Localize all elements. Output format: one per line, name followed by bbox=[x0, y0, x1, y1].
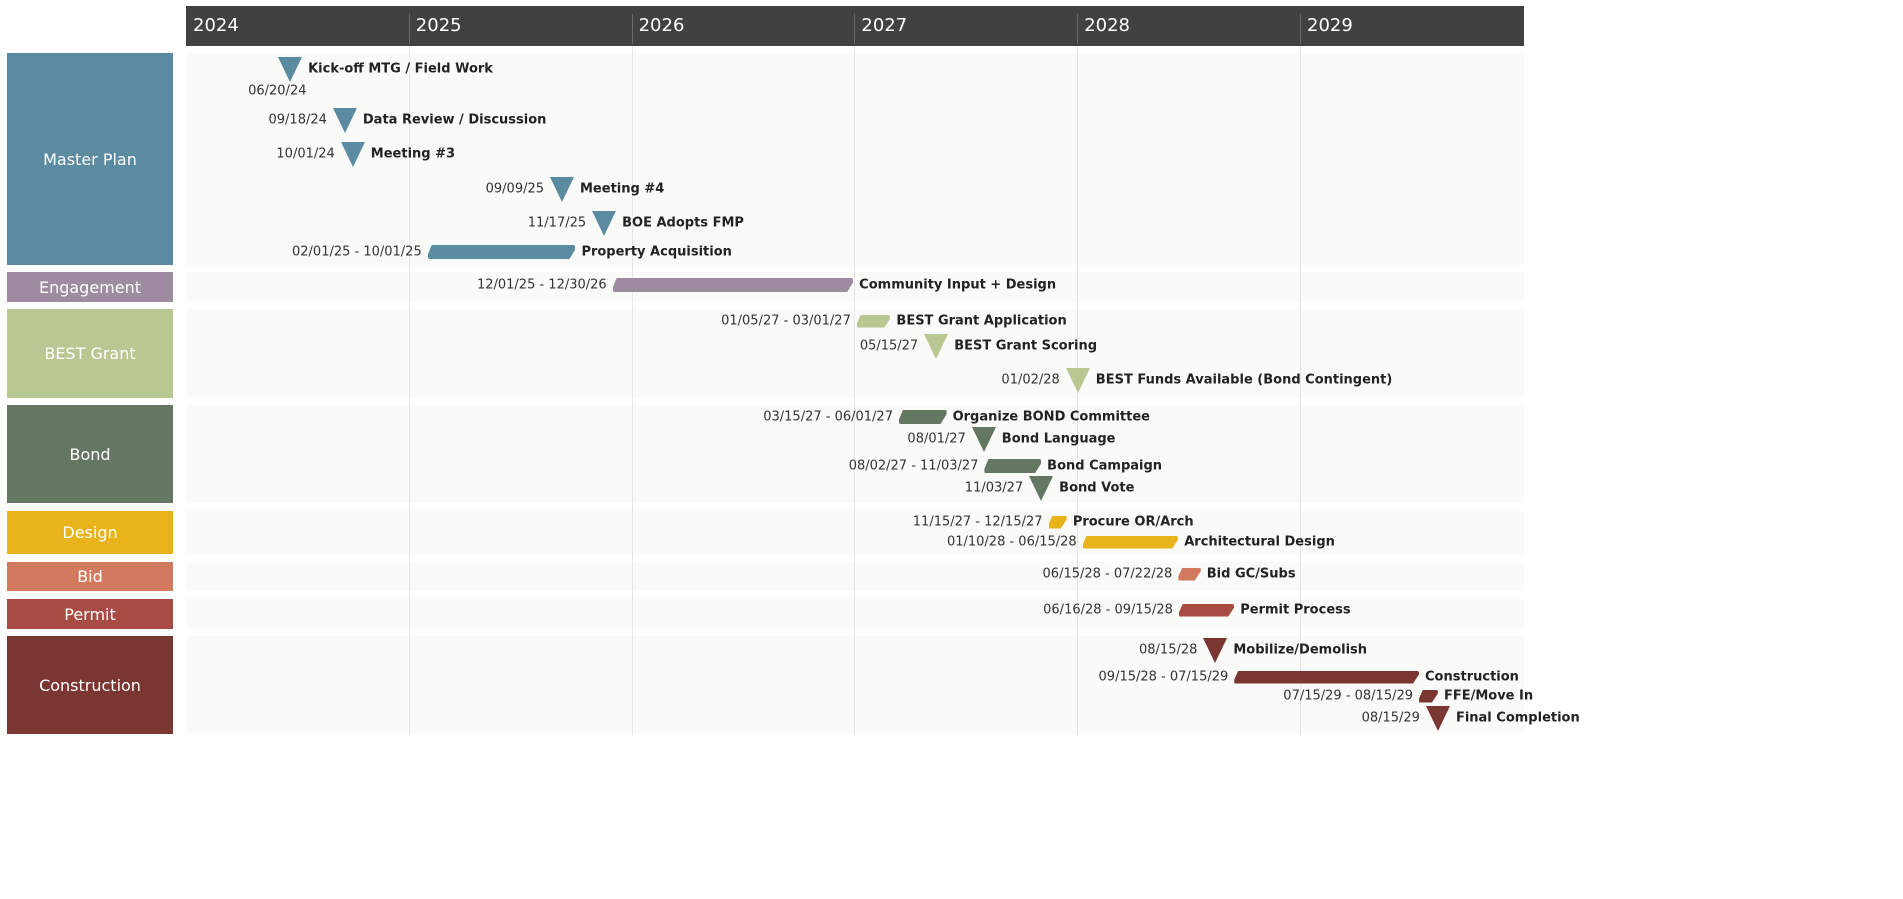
task-name: FFE/Move In bbox=[1443, 688, 1534, 704]
task-date: 11/03/27 bbox=[964, 480, 1024, 496]
task-bar bbox=[428, 245, 576, 259]
milestone-marker bbox=[1029, 476, 1054, 501]
task-date: 07/15/29 - 08/15/29 bbox=[1283, 688, 1414, 704]
task-name: Bond Campaign bbox=[1047, 458, 1163, 474]
task-bar bbox=[1179, 604, 1234, 617]
task-date: 08/01/27 bbox=[907, 431, 966, 447]
task-name: Mobilize/Demolish bbox=[1233, 642, 1368, 658]
year-label: 2024 bbox=[193, 15, 239, 36]
year-label: 2025 bbox=[415, 15, 462, 36]
task-name: Community Input + Design bbox=[859, 277, 1057, 293]
task-name: Kick-off MTG / Field Work bbox=[308, 61, 493, 77]
task-date: 10/01/24 bbox=[276, 146, 335, 162]
task-name: Organize BOND Committee bbox=[952, 409, 1150, 425]
year-separator bbox=[854, 14, 856, 44]
year-separator bbox=[631, 14, 633, 44]
gridline bbox=[408, 46, 410, 736]
task-date: 08/15/29 bbox=[1361, 710, 1420, 726]
year-separator bbox=[1077, 14, 1079, 44]
task-name: Final Completion bbox=[1455, 710, 1580, 726]
year-label: 2028 bbox=[1084, 15, 1130, 36]
task-date: 06/20/24 bbox=[248, 83, 307, 99]
milestone-marker bbox=[1065, 368, 1090, 393]
task-date: 01/10/28 - 06/15/28 bbox=[946, 534, 1077, 550]
task-name: Permit Process bbox=[1240, 602, 1351, 618]
task-date: 11/17/25 bbox=[527, 215, 587, 231]
task-date: 01/02/28 bbox=[1001, 372, 1060, 388]
year-header: 2024 2025 2026 2027 2028 2029 bbox=[186, 6, 1524, 46]
task-name: Data Review / Discussion bbox=[362, 112, 547, 128]
task-bar bbox=[613, 278, 854, 292]
milestone-marker bbox=[332, 108, 357, 133]
task-name: Meeting #4 bbox=[580, 181, 665, 197]
task-bar bbox=[1083, 536, 1179, 549]
milestone-marker bbox=[592, 211, 617, 236]
task-name: Meeting #3 bbox=[370, 146, 456, 162]
category-label: Design bbox=[7, 511, 173, 554]
task-bar bbox=[1234, 671, 1419, 684]
task-name: Construction bbox=[1425, 669, 1519, 685]
category-label: Permit bbox=[7, 599, 173, 629]
task-bar bbox=[1178, 568, 1201, 581]
task-name: Procure OR/Arch bbox=[1072, 514, 1194, 530]
category-label: BEST Grant bbox=[7, 309, 173, 398]
task-date: 06/16/28 - 09/15/28 bbox=[1043, 602, 1173, 618]
milestone-marker bbox=[278, 57, 303, 82]
gridline bbox=[1300, 46, 1301, 736]
task-bar bbox=[1049, 516, 1067, 529]
milestone-marker bbox=[340, 142, 365, 167]
year-separator bbox=[408, 14, 410, 44]
category-label: Engagement bbox=[7, 272, 173, 302]
task-bar bbox=[857, 315, 891, 328]
task-bar bbox=[984, 459, 1041, 473]
task-date: 09/18/24 bbox=[268, 112, 327, 128]
milestone-marker bbox=[1203, 638, 1228, 663]
year-label: 2027 bbox=[861, 15, 908, 36]
task-date: 11/15/27 - 12/15/27 bbox=[912, 514, 1043, 530]
milestone-marker bbox=[550, 177, 574, 202]
task-name: BOE Adopts FMP bbox=[622, 215, 744, 231]
task-bar bbox=[1419, 690, 1438, 703]
task-name: BEST Funds Available (Bond Contingent) bbox=[1095, 372, 1393, 388]
year-separator bbox=[1300, 14, 1301, 44]
task-date: 05/15/27 bbox=[859, 338, 919, 354]
task-name: BEST Grant Scoring bbox=[954, 338, 1098, 354]
category-label: Bid bbox=[7, 562, 173, 591]
task-date: 01/05/27 - 03/01/27 bbox=[721, 313, 851, 329]
task-date: 08/02/27 - 11/03/27 bbox=[848, 458, 979, 474]
task-date: 12/01/25 - 12/30/26 bbox=[476, 277, 607, 293]
task-date: 09/09/25 bbox=[485, 181, 545, 197]
category-label: Bond bbox=[7, 405, 173, 503]
task-name: Bid GC/Subs bbox=[1206, 566, 1296, 582]
milestone-marker bbox=[924, 334, 949, 359]
task-name: BEST Grant Application bbox=[896, 313, 1067, 329]
task-name: Architectural Design bbox=[1184, 534, 1335, 550]
gridline bbox=[854, 46, 856, 736]
task-date: 06/15/28 - 07/22/28 bbox=[1042, 566, 1173, 582]
task-date: 08/15/28 bbox=[1139, 642, 1198, 658]
category-label: Construction bbox=[7, 636, 173, 734]
year-label: 2026 bbox=[638, 15, 685, 36]
task-name: Bond Vote bbox=[1059, 480, 1135, 496]
category-label: Master Plan bbox=[7, 53, 173, 265]
year-label: 2029 bbox=[1307, 15, 1353, 36]
task-bar bbox=[899, 410, 947, 424]
task-name: Property Acquisition bbox=[581, 244, 732, 260]
task-date: 02/01/25 - 10/01/25 bbox=[292, 244, 422, 260]
gridline bbox=[631, 46, 633, 736]
milestone-marker bbox=[1425, 706, 1450, 731]
task-date: 03/15/27 - 06/01/27 bbox=[763, 409, 893, 425]
milestone-marker bbox=[971, 427, 996, 452]
task-date: 09/15/28 - 07/15/29 bbox=[1098, 669, 1229, 685]
task-name: Bond Language bbox=[1001, 431, 1116, 447]
